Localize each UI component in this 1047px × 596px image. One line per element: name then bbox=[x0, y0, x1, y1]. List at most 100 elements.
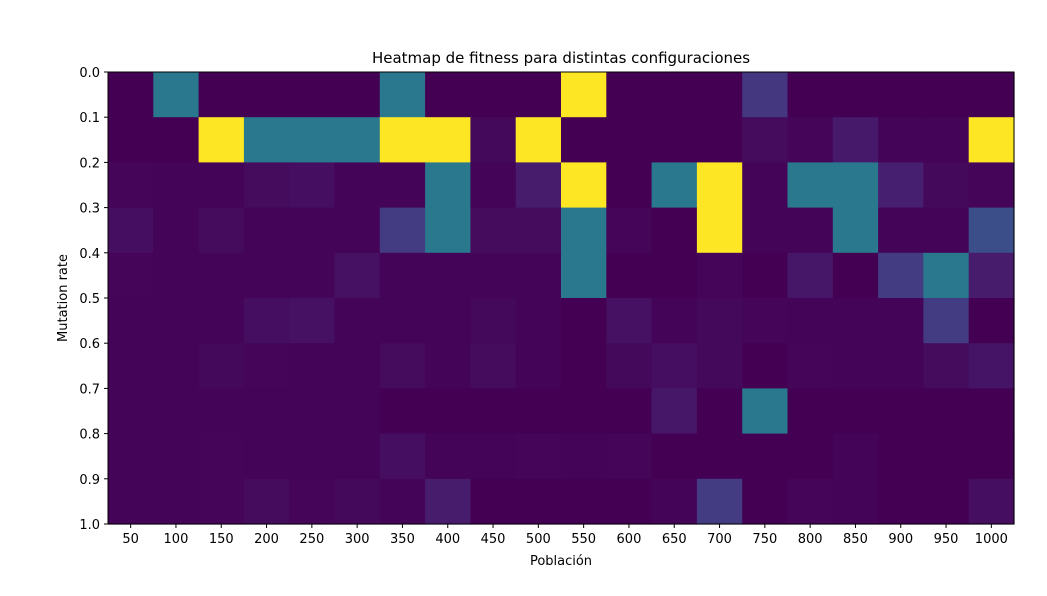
x-tick-label: 750 bbox=[752, 532, 777, 547]
heatmap-cell bbox=[742, 252, 789, 299]
heatmap-cell bbox=[742, 478, 789, 525]
heatmap-cell bbox=[651, 298, 698, 344]
heatmap-cell bbox=[379, 478, 426, 525]
heatmap-cell bbox=[470, 207, 517, 254]
y-axis-label: Mutation rate bbox=[56, 254, 71, 342]
heatmap-cell bbox=[832, 433, 879, 480]
heatmap-cell bbox=[968, 207, 1015, 254]
heatmap-cell bbox=[108, 252, 154, 299]
x-tick-label: 150 bbox=[209, 532, 234, 547]
heatmap-cell bbox=[470, 298, 517, 344]
heatmap-cell bbox=[923, 162, 970, 209]
y-tick-label: 0.4 bbox=[79, 247, 100, 262]
heatmap-cell bbox=[696, 162, 743, 209]
heatmap-cell bbox=[923, 117, 970, 163]
heatmap-cell bbox=[334, 343, 381, 389]
heatmap-cell bbox=[923, 298, 970, 344]
heatmap-cell bbox=[425, 388, 471, 435]
heatmap-cell bbox=[379, 117, 426, 163]
heatmap-cell bbox=[379, 162, 426, 209]
heatmap-cell bbox=[651, 343, 698, 389]
heatmap-cell bbox=[606, 72, 653, 118]
heatmap-cell bbox=[561, 478, 607, 525]
heatmap-cell bbox=[742, 117, 789, 163]
heatmap-cell bbox=[515, 162, 562, 209]
heatmap-cell bbox=[108, 117, 154, 163]
heatmap-cell bbox=[334, 433, 381, 480]
x-tick-label: 600 bbox=[617, 532, 642, 547]
heatmap-cell bbox=[606, 207, 653, 254]
heatmap-cell bbox=[334, 252, 381, 299]
heatmap-cell bbox=[696, 207, 743, 254]
heatmap-cell bbox=[289, 207, 336, 254]
y-tick-label: 0.2 bbox=[79, 156, 100, 171]
heatmap-cell bbox=[787, 207, 834, 254]
heatmap-cell bbox=[515, 343, 562, 389]
heatmap-cell bbox=[289, 72, 336, 118]
heatmap-cell bbox=[379, 343, 426, 389]
x-tick-label: 400 bbox=[435, 532, 460, 547]
heatmap-cell bbox=[470, 433, 517, 480]
x-tick-label: 450 bbox=[481, 532, 506, 547]
heatmap-cell bbox=[425, 117, 471, 163]
heatmap-cell bbox=[108, 433, 154, 480]
heatmap-cell bbox=[379, 433, 426, 480]
heatmap-cell bbox=[515, 117, 562, 163]
heatmap-cell bbox=[968, 162, 1015, 209]
heatmap-cell bbox=[334, 388, 381, 435]
y-tick-label: 0.6 bbox=[79, 337, 100, 352]
heatmap-cell bbox=[379, 298, 426, 344]
heatmap-cell bbox=[968, 117, 1015, 163]
heatmap-cell bbox=[289, 298, 336, 344]
heatmap-cell bbox=[108, 298, 154, 344]
heatmap-cell bbox=[742, 207, 789, 254]
heatmap-cell bbox=[923, 72, 970, 118]
heatmap-cell bbox=[832, 207, 879, 254]
heatmap-cell bbox=[198, 343, 245, 389]
heatmap-cell bbox=[651, 117, 698, 163]
chart-title: Heatmap de fitness para distintas config… bbox=[372, 49, 750, 67]
heatmap-cell bbox=[379, 207, 426, 254]
heatmap-cell bbox=[425, 207, 471, 254]
heatmap-cell bbox=[878, 343, 924, 389]
heatmap-cell bbox=[334, 207, 381, 254]
heatmap-cell bbox=[243, 162, 290, 209]
heatmap-cell bbox=[379, 72, 426, 118]
heatmap-cell bbox=[108, 388, 154, 435]
y-tick-label: 0.7 bbox=[79, 382, 100, 397]
x-tick-label: 700 bbox=[707, 532, 732, 547]
heatmap-cell bbox=[470, 478, 517, 525]
heatmap-cell bbox=[696, 298, 743, 344]
heatmap-cell bbox=[153, 478, 200, 525]
heatmap-cell bbox=[153, 117, 200, 163]
heatmap-cell bbox=[198, 207, 245, 254]
heatmap-cell bbox=[334, 298, 381, 344]
heatmap-cell bbox=[425, 72, 471, 118]
y-tick-label: 0.1 bbox=[79, 111, 100, 126]
heatmap-cell bbox=[651, 162, 698, 209]
heatmap-cell bbox=[153, 343, 200, 389]
heatmap-cell bbox=[153, 72, 200, 118]
heatmap-cell bbox=[198, 252, 245, 299]
heatmap-cell bbox=[515, 298, 562, 344]
heatmap-cell bbox=[923, 207, 970, 254]
heatmap-cell bbox=[243, 478, 290, 525]
heatmap-cell bbox=[153, 207, 200, 254]
heatmap-cell bbox=[289, 252, 336, 299]
heatmap-cell bbox=[153, 252, 200, 299]
x-tick-label: 50 bbox=[122, 532, 139, 547]
heatmap-cell bbox=[878, 72, 924, 118]
heatmap-cell bbox=[379, 252, 426, 299]
heatmap-cell bbox=[108, 478, 154, 525]
heatmap-cell bbox=[832, 298, 879, 344]
heatmap-cell bbox=[108, 72, 154, 118]
heatmap-cell bbox=[787, 343, 834, 389]
heatmap-cell bbox=[379, 388, 426, 435]
heatmap-cell bbox=[923, 478, 970, 525]
y-tick-label: 0.5 bbox=[79, 292, 100, 307]
y-axis-ticks: 0.0 0.1 0.2 0.3 0.4 0.5 0.6 0.7 0.8 0.9 1.0 bbox=[79, 66, 108, 533]
x-tick-label: 300 bbox=[345, 532, 370, 547]
heatmap-cell bbox=[968, 388, 1015, 435]
heatmap-cell bbox=[470, 252, 517, 299]
heatmap-cell bbox=[243, 298, 290, 344]
